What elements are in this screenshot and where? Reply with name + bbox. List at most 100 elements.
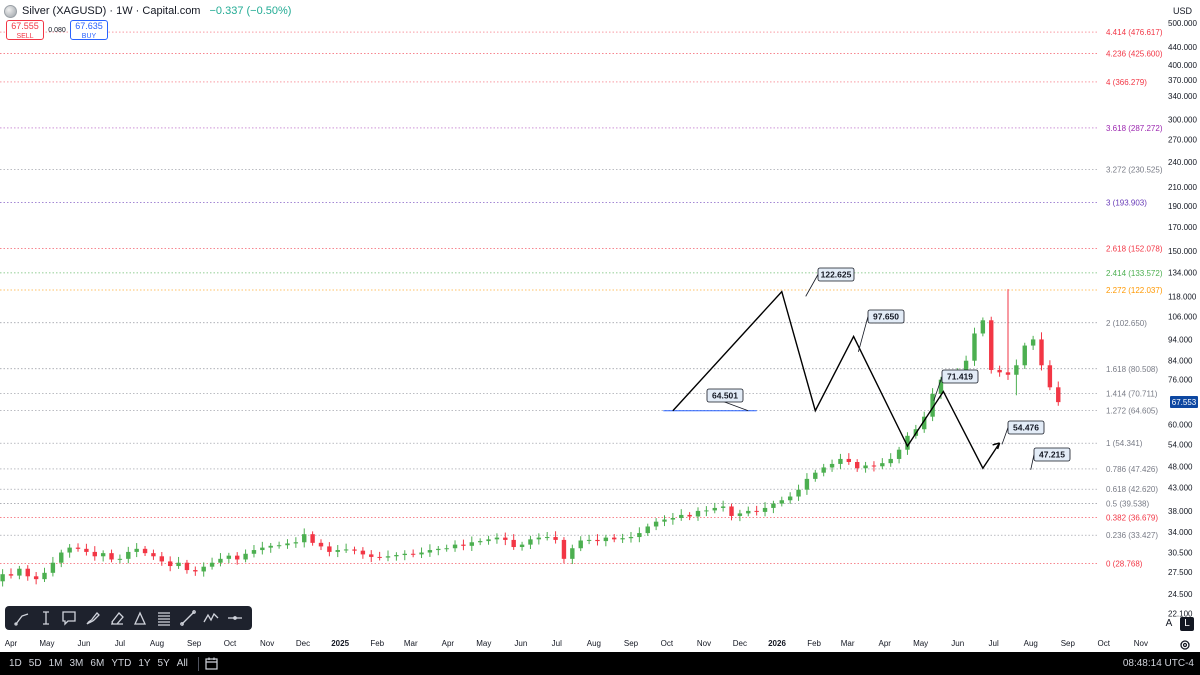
candle-body	[310, 534, 315, 543]
auto-scale-button[interactable]: A	[1165, 618, 1173, 629]
candle-body	[402, 553, 407, 556]
candle-body	[905, 435, 910, 450]
y-tick-label: 38.000	[1168, 507, 1193, 516]
candle-body	[477, 541, 483, 543]
gear-icon[interactable]	[1179, 639, 1191, 651]
callout-pointer	[1030, 454, 1035, 470]
sell-button[interactable]: 67.555 SELL	[6, 20, 44, 40]
pattern-tool-icon[interactable]	[201, 608, 223, 628]
symbol-header: Silver (XAGUSD) · 1W · Capital.com −0.33…	[4, 3, 291, 19]
x-tick-label: May	[39, 639, 54, 648]
range-button-6m[interactable]: 6M	[90, 658, 105, 669]
candle-body	[980, 320, 986, 334]
candle-body	[8, 574, 14, 576]
fib-label: 1.414 (70.711)	[1106, 389, 1158, 398]
range-button-ytd[interactable]: YTD	[111, 658, 132, 669]
brush-tool-icon[interactable]	[82, 608, 104, 628]
candle-body	[318, 542, 324, 547]
candle-body	[896, 449, 902, 459]
candle-body	[260, 547, 265, 551]
trade-panel: 67.555 SELL 0.080 67.635 BUY	[6, 20, 108, 40]
candle-body	[729, 506, 734, 516]
fib-tool-icon[interactable]	[153, 608, 175, 628]
trendline-tool-icon[interactable]	[11, 608, 33, 628]
x-tick-label: May	[476, 639, 491, 648]
range-button-3m[interactable]: 3M	[69, 658, 84, 669]
callout-label: 64.501	[712, 391, 738, 401]
cursor-text-tool-icon[interactable]	[35, 608, 57, 628]
fib-label: 1.272 (64.605)	[1106, 406, 1158, 415]
candle-body	[695, 510, 701, 517]
x-tick-label: Dec	[733, 639, 747, 648]
candle-body	[779, 500, 784, 504]
x-tick-label: Jun	[78, 639, 91, 648]
callout-box	[941, 369, 979, 384]
symbol-title[interactable]: Silver (XAGUSD) · 1W · Capital.com	[22, 5, 201, 17]
candle-body	[838, 458, 843, 464]
y-tick-label: 170.000	[1168, 223, 1197, 232]
candle-body	[201, 566, 206, 572]
candle-body	[369, 554, 374, 557]
candle-body	[545, 537, 550, 539]
fib-label: 0 (28.768)	[1106, 560, 1143, 569]
price-chart[interactable]: 4.414 (476.617) 4.236 (425.600) 4 (366.279…	[0, 0, 1200, 652]
note-tool-icon[interactable]	[58, 608, 80, 628]
x-tick-label: 2025	[331, 639, 349, 648]
candle-body	[997, 369, 1002, 373]
candle-body	[1014, 365, 1019, 375]
fib-label: 4.236 (425.600)	[1106, 50, 1163, 59]
candle-body	[142, 548, 148, 554]
range-button-5y[interactable]: 5Y	[157, 658, 170, 669]
line-tool-icon[interactable]	[177, 608, 199, 628]
candle-body	[427, 550, 433, 553]
candle-body	[0, 574, 5, 582]
candle-body	[1056, 387, 1061, 403]
x-tick-label: Mar	[404, 639, 418, 648]
eraser-tool-icon[interactable]	[106, 608, 128, 628]
candle-body	[251, 550, 257, 554]
x-tick-label: Apr	[878, 639, 891, 648]
projection-arrowhead	[992, 442, 1001, 450]
y-tick-label: 106.000	[1168, 313, 1197, 322]
horizontal-line-tool-icon[interactable]	[224, 608, 246, 628]
x-tick-label: Aug	[150, 639, 164, 648]
candle-body	[804, 478, 810, 490]
price-change: −0.337 (−0.50%)	[209, 5, 292, 17]
candle-body	[33, 576, 39, 580]
log-scale-button[interactable]: L	[1180, 617, 1194, 631]
candle-body	[863, 465, 868, 469]
range-button-1d[interactable]: 1D	[9, 658, 22, 669]
currency-label[interactable]: USD	[1172, 6, 1192, 16]
candle-body	[628, 537, 634, 539]
candle-body	[343, 549, 349, 551]
candle-body	[679, 514, 684, 519]
callout-box	[706, 388, 744, 403]
y-tick-label: 48.000	[1168, 463, 1193, 472]
y-tick-label: 300.000	[1168, 116, 1197, 125]
range-button-5d[interactable]: 5D	[28, 658, 42, 669]
calendar-icon[interactable]	[205, 657, 218, 670]
fib-label: 3.272 (230.525)	[1106, 166, 1163, 175]
buy-price: 67.635	[75, 21, 103, 31]
candle-body	[75, 547, 81, 549]
y-tick-label: 27.500	[1168, 568, 1193, 577]
candle-body	[67, 547, 72, 553]
candle-body	[167, 561, 173, 567]
candle-body	[922, 416, 927, 430]
sell-price: 67.555	[11, 21, 39, 31]
range-button-all[interactable]: All	[176, 658, 188, 669]
candles	[0, 289, 1061, 587]
y-tick-label: 440.000	[1168, 43, 1197, 52]
clock[interactable]: 08:48:14 UTC-4	[1122, 658, 1194, 669]
candle-body	[100, 553, 106, 557]
shape-tool-icon[interactable]	[130, 608, 152, 628]
range-button-1y[interactable]: 1Y	[138, 658, 151, 669]
y-tick-label: 370.000	[1168, 76, 1197, 85]
y-tick-label: 43.000	[1168, 483, 1193, 492]
buy-button[interactable]: 67.635 BUY	[70, 20, 108, 40]
range-button-1m[interactable]: 1M	[48, 658, 63, 669]
candle-body	[771, 503, 776, 508]
candle-body	[410, 553, 416, 555]
candle-body	[285, 543, 290, 546]
